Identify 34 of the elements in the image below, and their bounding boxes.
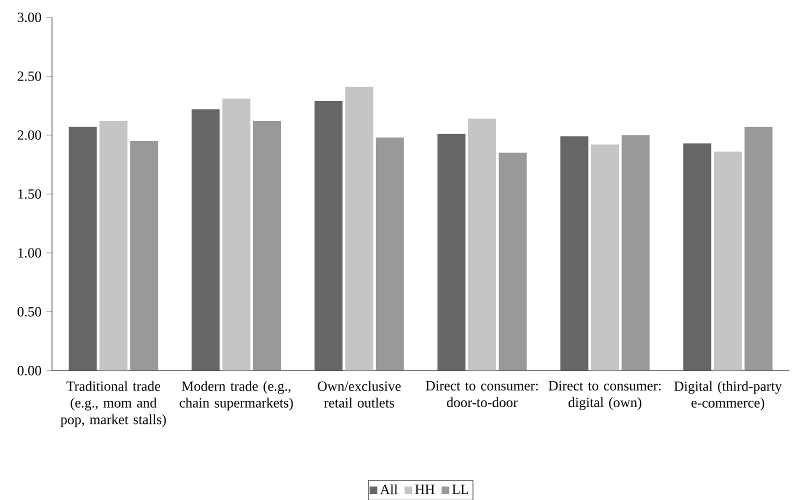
bar [622, 135, 650, 371]
y-tick-label: 0.50 [18, 307, 42, 317]
legend-label: LL [452, 484, 468, 494]
legend-label: All [380, 484, 398, 494]
y-tick-label: 3.00 [18, 12, 42, 22]
y-tick-label: 0.00 [18, 366, 42, 376]
bar [437, 134, 466, 371]
bar [376, 137, 404, 371]
x-tick-label: Direct to consumer: door-to-door [426, 381, 538, 408]
bar [253, 120, 282, 371]
bar [68, 126, 97, 371]
bar [222, 98, 250, 371]
bar [498, 152, 527, 371]
bar [468, 118, 496, 371]
x-tick-label: Own/exclusive retail outlets [318, 381, 401, 408]
y-tick-label: 1.00 [18, 248, 42, 258]
bar [192, 109, 220, 371]
x-tick-label: Modern trade (e.g., chain supermarkets) [180, 381, 293, 410]
y-tick-label: 1.50 [18, 189, 42, 199]
y-tick-label: 2.50 [18, 71, 42, 81]
y-tick-label: 2.00 [18, 130, 42, 140]
x-tick-label: Traditional trade (e.g., mom and pop, market stalls) [60, 381, 166, 428]
bar [590, 144, 619, 371]
bar [130, 140, 158, 371]
bar [560, 136, 588, 371]
bar [314, 100, 343, 371]
bar [714, 152, 742, 371]
bar [99, 120, 128, 371]
bar [683, 143, 712, 371]
bar [345, 86, 374, 371]
x-tick-label: Digital (third-party e-commerce) [674, 381, 782, 410]
bar [744, 126, 773, 371]
legend-label: HH [415, 484, 435, 494]
x-tick-label: Direct to consumer: digital (own) [548, 381, 661, 410]
